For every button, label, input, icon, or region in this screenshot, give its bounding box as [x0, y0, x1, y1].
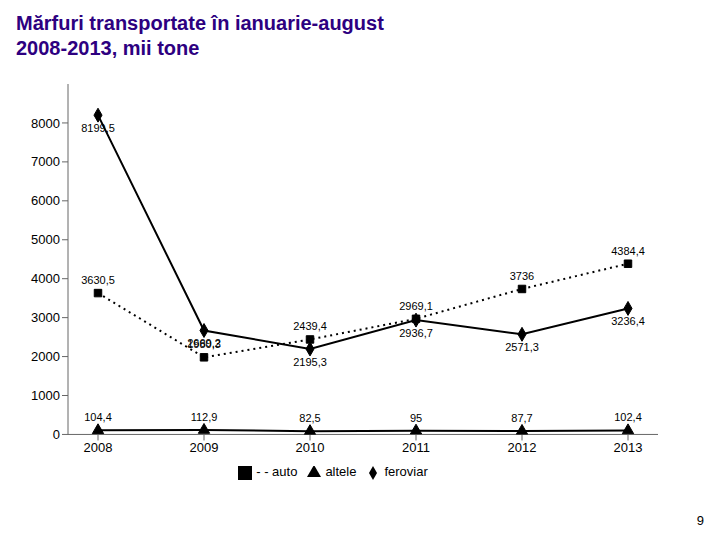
svg-text:0: 0	[53, 427, 60, 442]
svg-text:2195,3: 2195,3	[293, 356, 327, 368]
svg-text:8199,5: 8199,5	[81, 122, 115, 134]
svg-text:2009: 2009	[190, 440, 219, 455]
html-text:feroviar: feroviar	[384, 464, 428, 480]
svg-text:2010: 2010	[296, 440, 325, 455]
html-text:2008-2013, mii tone: 2008-2013, mii tone	[16, 37, 200, 59]
svg-text:4000: 4000	[31, 271, 60, 286]
svg-text:8000: 8000	[31, 116, 60, 131]
svg-text:2008: 2008	[84, 440, 113, 455]
svg-text:112,9: 112,9	[191, 411, 218, 423]
html-text:- - auto: - - auto	[256, 464, 298, 480]
svg-text:4384,4: 4384,4	[611, 245, 645, 257]
svg-text:2936,7: 2936,7	[399, 327, 433, 339]
svg-text:3736: 3736	[510, 270, 534, 282]
svg-text:2439,4: 2439,4	[293, 320, 327, 332]
svg-text:3000: 3000	[31, 310, 60, 325]
svg-text:1980,3: 1980,3	[187, 338, 221, 350]
svg-text:87,7: 87,7	[511, 412, 532, 424]
svg-text:82,5: 82,5	[299, 412, 320, 424]
svg-text:95: 95	[410, 412, 422, 424]
html-text:altele: altele	[325, 464, 357, 480]
svg-text:2013: 2013	[614, 440, 643, 455]
svg-text:2012: 2012	[508, 440, 537, 455]
svg-text:2011: 2011	[402, 440, 430, 455]
html-text:9: 9	[696, 513, 704, 528]
svg-text:2969,1: 2969,1	[399, 300, 433, 312]
svg-text:104,4: 104,4	[84, 411, 112, 423]
html-text:Mărfuri transportate în ianuar: Mărfuri transportate în ianuarie-august	[16, 12, 384, 34]
svg-text:3236,4: 3236,4	[611, 315, 645, 327]
svg-text:2000: 2000	[31, 349, 60, 364]
svg-text:6000: 6000	[31, 193, 60, 208]
svg-text:102,4: 102,4	[614, 411, 642, 423]
svg-text:7000: 7000	[31, 154, 60, 169]
svg-text:5000: 5000	[31, 232, 60, 247]
svg-text:3630,5: 3630,5	[81, 274, 115, 286]
svg-text:2571,3: 2571,3	[505, 341, 539, 353]
svg-text:1000: 1000	[31, 388, 60, 403]
